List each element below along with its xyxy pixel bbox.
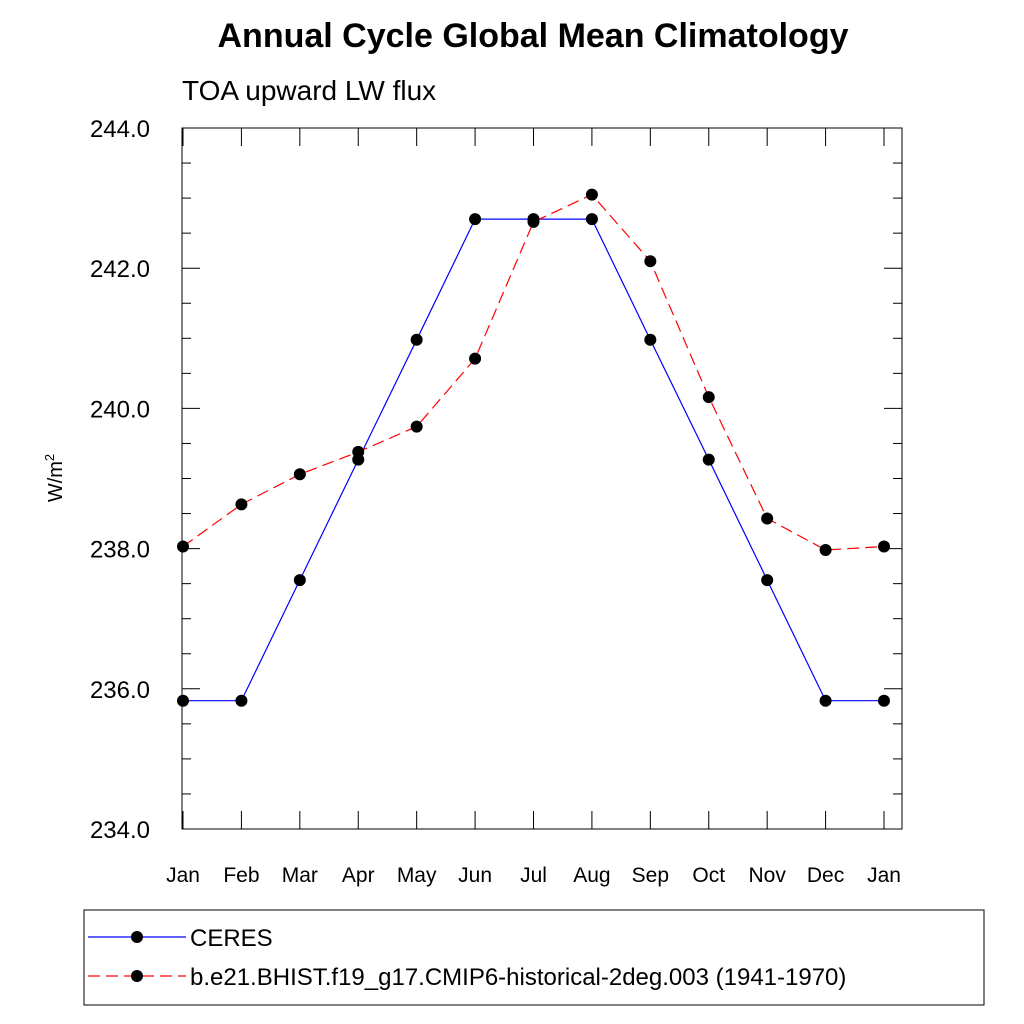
x-tick-label: Nov (748, 864, 786, 887)
series-2-point (585, 188, 598, 201)
y-axis-label-unit: W/m (45, 461, 67, 502)
series-2-point (177, 540, 189, 553)
series-1-point (469, 213, 482, 226)
axes: 234.0 236.0 238.0 240.0 242.0 244.0 Jan Feb Mar A… (90, 116, 903, 887)
x-tick-label: Dec (807, 864, 844, 887)
x-tick-label: Feb (223, 864, 259, 887)
series-1-point (410, 333, 423, 346)
series-2-point (527, 215, 540, 228)
series-2-point (819, 544, 832, 557)
y-tick-label: 244.0 (90, 116, 150, 143)
legend: CERES b.e21.BHIST.f19_g17.CMIP6-historica… (88, 925, 846, 991)
y-axis-label: W/m2 (42, 454, 67, 502)
series-2-point (469, 352, 482, 365)
y-tick-label: 236.0 (90, 677, 150, 704)
plot-area (177, 188, 890, 707)
plot-frame (181, 127, 903, 830)
y-tick-label: 242.0 (90, 256, 150, 283)
x-tick-label: Apr (342, 864, 375, 887)
series-2-point (293, 468, 306, 481)
series-2-point (352, 445, 365, 458)
series-1-point (702, 453, 715, 466)
series-2-point (410, 420, 423, 433)
legend-box (83, 909, 985, 1006)
legend-marker-1 (131, 931, 143, 943)
legend-marker-2 (131, 970, 143, 982)
series-2-point (644, 255, 657, 268)
x-tick-label: Jun (458, 864, 492, 887)
x-tick-label: Mar (282, 864, 318, 887)
series-1-point (761, 574, 774, 587)
series-1-point (878, 694, 890, 707)
x-tick-label: Jan (867, 864, 901, 887)
x-tick-label: Jan (166, 864, 200, 887)
series-2-point (761, 512, 774, 525)
series-2-point (878, 540, 890, 553)
series-line-2 (182, 193, 885, 551)
x-tick-label: Sep (632, 864, 669, 887)
y-tick-label: 240.0 (90, 396, 150, 423)
legend-label-1: CERES (190, 925, 273, 952)
series-1-point (644, 333, 657, 346)
series-1-point (819, 694, 832, 707)
chart-title: Annual Cycle Global Mean Climatology (218, 17, 849, 55)
series-2-point (235, 498, 248, 511)
series-1-point (585, 213, 598, 226)
series-1-point (235, 694, 248, 707)
legend-label-2: b.e21.BHIST.f19_g17.CMIP6-historical-2de… (190, 964, 846, 991)
series-1-point (293, 574, 306, 587)
series-2-point (702, 391, 715, 404)
y-tick-label: 238.0 (90, 537, 150, 564)
x-tick-label: Jul (520, 864, 547, 887)
x-tick-label: Aug (573, 864, 610, 887)
series-1-point (177, 694, 189, 707)
series-line-1 (183, 218, 884, 702)
x-tick-label: Oct (692, 864, 725, 887)
y-axis-label-superscript: 2 (42, 454, 57, 461)
x-tick-label: May (397, 864, 437, 887)
chart-subtitle: TOA upward LW flux (182, 75, 436, 106)
y-tick-label: 234.0 (90, 817, 150, 844)
